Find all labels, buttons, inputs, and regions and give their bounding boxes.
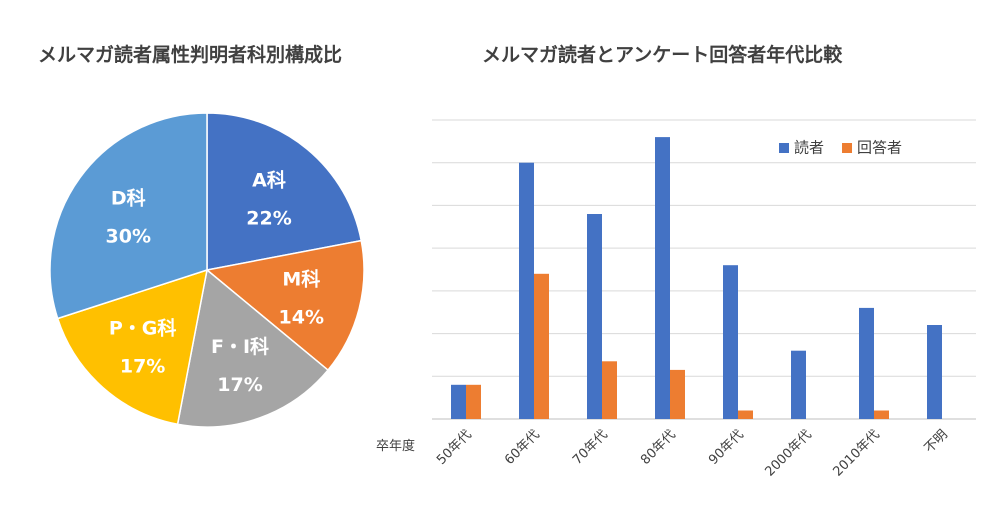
legend-label: 読者 xyxy=(794,139,824,157)
pie-slice-percent-label: 14% xyxy=(279,307,324,329)
x-tick-label: 不明 xyxy=(922,427,951,456)
pie-slice-4 xyxy=(49,112,208,320)
pie-slice-name-label: M科 xyxy=(282,268,320,291)
bar-回答者-80年代 xyxy=(670,369,685,419)
x-tick-label: 2010年代 xyxy=(830,427,882,479)
legend-swatch xyxy=(842,143,853,153)
x-tick-label: 50年代 xyxy=(434,427,475,468)
bar-回答者-50年代 xyxy=(466,384,481,419)
bar-回答者-2010年代 xyxy=(874,410,889,419)
bar-読者-2010年代 xyxy=(859,307,874,419)
pie-slice-percent-label: 22% xyxy=(246,208,291,230)
legend-label: 回答者 xyxy=(857,139,902,157)
pie-slice-name-label: P・G科 xyxy=(109,317,177,340)
pie-slice-percent-label: 17% xyxy=(120,356,165,378)
bar-読者-70年代 xyxy=(587,214,602,419)
pie-slice-name-label: F・I科 xyxy=(211,335,269,358)
pie-slice-3 xyxy=(56,268,208,426)
bar-読者-80年代 xyxy=(655,137,670,419)
bar-回答者-70年代 xyxy=(602,361,617,419)
pie-slice-name-label: A科 xyxy=(252,169,286,192)
x-tick-label: 2000年代 xyxy=(762,427,814,479)
pie-slice-2 xyxy=(176,268,330,428)
legend-swatch xyxy=(779,143,789,153)
bar-回答者-60年代 xyxy=(534,273,549,419)
bar-読者-90年代 xyxy=(723,265,738,419)
x-tick-label: 60年代 xyxy=(502,427,543,468)
pie-slice-percent-label: 17% xyxy=(217,374,262,396)
pie-slice-0 xyxy=(206,112,363,271)
bar-読者-2000年代 xyxy=(791,350,806,419)
pie-chart-title: メルマガ読者属性判明者科別構成比 xyxy=(38,44,343,66)
bar-読者-不明 xyxy=(927,325,942,419)
pie-slice-name-label: D科 xyxy=(111,186,146,209)
x-tick-label: 90年代 xyxy=(706,427,747,468)
x-axis-title: 卒年度 xyxy=(376,438,415,454)
bar-読者-50年代 xyxy=(451,384,466,419)
bar-回答者-90年代 xyxy=(738,410,753,419)
bar-chart-title: メルマガ読者とアンケート回答者年代比較 xyxy=(482,44,843,66)
x-tick-label: 80年代 xyxy=(638,427,679,468)
bar-読者-60年代 xyxy=(519,162,534,419)
pie-slice-1 xyxy=(205,239,365,372)
x-tick-label: 70年代 xyxy=(570,427,611,468)
pie-slice-percent-label: 30% xyxy=(106,225,151,247)
